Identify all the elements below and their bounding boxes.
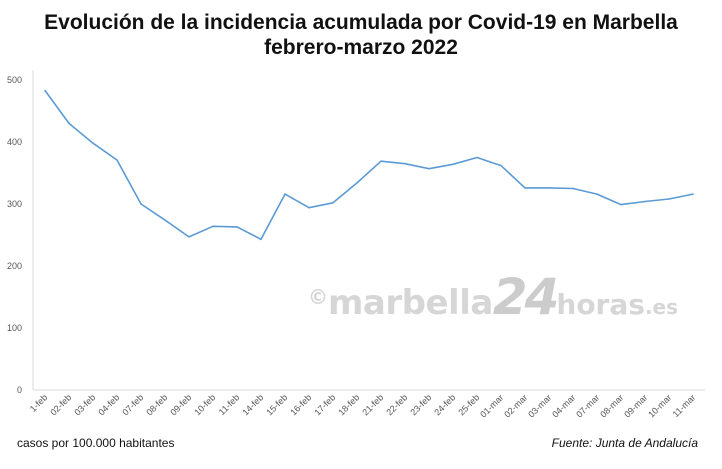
x-tick-label: 03-mar <box>526 392 553 419</box>
x-tick-label: 08-feb <box>144 392 169 417</box>
x-tick-label: 22-feb <box>384 392 409 417</box>
y-tick-label: 200 <box>7 261 22 271</box>
x-tick-label: 21-feb <box>360 392 385 417</box>
x-tick-label: 24-feb <box>432 392 457 417</box>
data-point <box>68 122 70 125</box>
x-tick-label: 04-feb <box>96 392 121 417</box>
chart-axes <box>32 70 705 391</box>
data-point <box>572 187 574 190</box>
data-point <box>620 203 622 206</box>
x-tick-label: 07-mar <box>574 392 601 419</box>
chart-title: Evolución de la incidencia acumulada por… <box>0 10 722 60</box>
data-point <box>428 167 430 170</box>
y-tick-label: 400 <box>7 137 22 147</box>
data-point <box>380 160 382 163</box>
x-tick-label: 18-feb <box>336 392 361 417</box>
data-point <box>188 236 190 238</box>
data-point <box>476 156 478 159</box>
data-point <box>116 159 118 161</box>
y-tick-label: 500 <box>7 75 22 85</box>
source-note: Fuente: Junta de Andalucía <box>551 436 698 450</box>
chart-title-line2: febrero-marzo 2022 <box>264 36 458 59</box>
x-tick-label: 17-feb <box>312 392 337 417</box>
data-point <box>236 226 238 228</box>
data-point <box>308 206 310 209</box>
data-point <box>260 238 262 241</box>
y-axis-ticks: 0 100 200 300 400 500 <box>7 75 22 395</box>
x-tick-label: 04-mar <box>550 392 577 419</box>
data-point <box>524 187 526 189</box>
x-tick-label: 11-mar <box>671 392 698 419</box>
watermark-tld: .es <box>644 295 679 319</box>
data-point <box>644 200 646 203</box>
watermark-logo: ©marbella24horas.es <box>308 268 678 326</box>
data-point <box>548 187 550 189</box>
watermark-number: 24 <box>492 268 560 326</box>
x-tick-label: 10-feb <box>192 392 217 417</box>
x-tick-label: 14-feb <box>240 392 265 417</box>
y-tick-label: 300 <box>7 199 22 209</box>
y-tick-label: 100 <box>7 323 22 333</box>
x-tick-label: 09-feb <box>168 392 193 417</box>
data-point <box>452 163 454 166</box>
data-point <box>596 193 598 195</box>
watermark-name: marbella <box>328 283 493 323</box>
x-tick-label: 02-feb <box>48 392 73 417</box>
data-point <box>164 219 166 221</box>
x-tick-label: 08-mar <box>598 392 625 419</box>
watermark-copyright: © <box>308 285 328 309</box>
x-tick-label: 15-feb <box>264 392 289 417</box>
data-point <box>92 142 94 145</box>
x-tick-label: 09-mar <box>622 392 649 419</box>
x-axis-ticks: 1-feb02-feb03-feb04-feb07-feb08-feb09-fe… <box>28 392 698 419</box>
data-point <box>44 89 46 92</box>
x-tick-label: 25-feb <box>456 392 481 417</box>
x-tick-label: 07-feb <box>120 392 145 417</box>
data-point <box>212 225 214 228</box>
data-point <box>284 193 286 195</box>
x-tick-label: 01-mar <box>478 392 505 419</box>
chart-title-line1: Evolución de la incidencia acumulada por… <box>44 11 678 34</box>
x-tick-label: 02-mar <box>502 392 529 419</box>
series-group <box>44 89 694 241</box>
x-tick-label: 11-feb <box>217 392 242 417</box>
y-tick-label: 0 <box>17 385 22 395</box>
data-point <box>356 182 358 184</box>
data-point <box>500 164 502 167</box>
data-point <box>404 162 406 165</box>
x-tick-label: 10-mar <box>646 392 673 419</box>
series-line <box>44 90 694 241</box>
data-point <box>332 201 334 204</box>
watermark-horas: horas <box>556 288 645 321</box>
x-tick-label: 1-feb <box>28 392 50 414</box>
x-tick-label: 23-feb <box>408 392 433 417</box>
x-tick-label: 16-feb <box>288 392 313 417</box>
x-tick-label: 03-feb <box>72 392 97 417</box>
units-note: casos por 100.000 habitantes <box>17 436 175 450</box>
data-point <box>668 198 670 200</box>
data-point <box>140 203 142 205</box>
data-point <box>692 193 694 195</box>
